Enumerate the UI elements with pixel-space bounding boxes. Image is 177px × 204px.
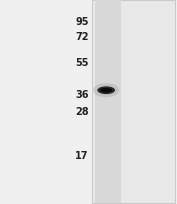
Ellipse shape bbox=[100, 89, 112, 93]
Text: 72: 72 bbox=[75, 32, 88, 42]
Text: 95: 95 bbox=[75, 17, 88, 26]
Ellipse shape bbox=[93, 84, 119, 98]
Text: 17: 17 bbox=[75, 150, 88, 160]
FancyBboxPatch shape bbox=[95, 1, 121, 203]
Ellipse shape bbox=[97, 87, 115, 95]
Text: 55: 55 bbox=[75, 57, 88, 67]
FancyBboxPatch shape bbox=[92, 1, 175, 203]
Text: 28: 28 bbox=[75, 106, 88, 116]
Text: 36: 36 bbox=[75, 90, 88, 100]
